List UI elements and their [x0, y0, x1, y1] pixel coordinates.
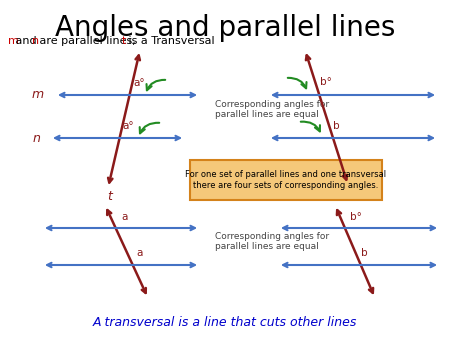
Text: A transversal is a line that cuts other lines: A transversal is a line that cuts other … — [93, 316, 357, 329]
Text: m: m — [8, 36, 19, 46]
Text: n: n — [32, 131, 40, 145]
Text: t: t — [108, 190, 112, 203]
Text: Angles and parallel lines: Angles and parallel lines — [55, 14, 395, 42]
Text: For one set of parallel lines and one transversal
there are four sets of corresp: For one set of parallel lines and one tr… — [185, 170, 387, 190]
Text: is a Transversal: is a Transversal — [126, 36, 215, 46]
Text: a°: a° — [133, 78, 144, 88]
Text: m: m — [32, 89, 44, 101]
Text: b: b — [361, 248, 368, 258]
Text: and: and — [12, 36, 40, 46]
Text: b: b — [333, 121, 340, 131]
Text: a: a — [136, 248, 142, 258]
Text: Corresponding angles for
parallel lines are equal: Corresponding angles for parallel lines … — [215, 100, 329, 119]
Text: a: a — [121, 212, 127, 222]
Text: b°: b° — [320, 77, 332, 87]
Text: Corresponding angles for
parallel lines are equal: Corresponding angles for parallel lines … — [215, 232, 329, 251]
Text: n: n — [32, 36, 40, 46]
FancyBboxPatch shape — [190, 160, 382, 200]
Text: b°: b° — [350, 212, 362, 222]
Text: are parallel lines,: are parallel lines, — [36, 36, 140, 46]
Text: t: t — [122, 36, 126, 46]
Text: a°: a° — [122, 121, 134, 131]
